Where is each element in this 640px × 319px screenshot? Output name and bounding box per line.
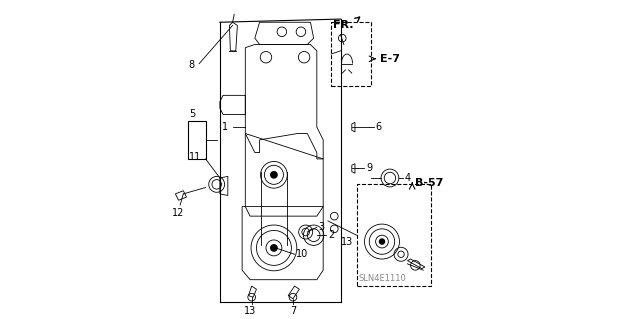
Text: 6: 6	[376, 122, 381, 132]
Circle shape	[271, 172, 277, 178]
Bar	[356, 184, 431, 286]
Circle shape	[380, 239, 385, 244]
Text: 3: 3	[319, 222, 324, 232]
Bar	[331, 22, 371, 86]
Text: 10: 10	[296, 249, 308, 259]
Text: FR.: FR.	[333, 20, 353, 30]
Text: 13: 13	[244, 307, 256, 316]
Text: E-7: E-7	[380, 54, 400, 64]
Text: 13: 13	[340, 237, 353, 247]
Text: 5: 5	[189, 109, 196, 119]
Text: 2: 2	[328, 230, 334, 240]
Text: SLN4E1110: SLN4E1110	[358, 274, 406, 283]
Text: 1: 1	[221, 122, 228, 132]
Text: 4: 4	[404, 173, 410, 183]
Text: 9: 9	[366, 163, 372, 174]
Text: 12: 12	[172, 208, 185, 218]
Text: 11: 11	[189, 152, 201, 162]
Text: 8: 8	[188, 60, 195, 70]
Text: 7: 7	[290, 306, 296, 316]
Circle shape	[271, 245, 277, 251]
Bar	[188, 121, 205, 159]
Text: B-57: B-57	[415, 178, 444, 188]
